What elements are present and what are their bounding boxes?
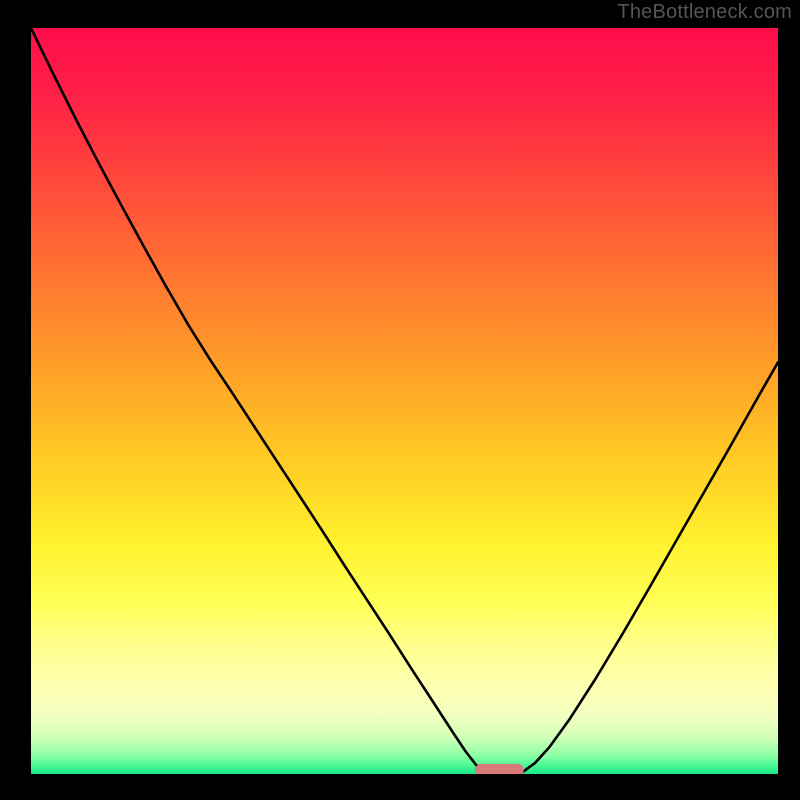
optimum-marker bbox=[475, 764, 524, 774]
chart-svg bbox=[31, 28, 778, 774]
plot-area bbox=[31, 28, 778, 774]
watermark-text: TheBottleneck.com bbox=[617, 1, 792, 24]
chart-stage: TheBottleneck.com bbox=[0, 0, 800, 800]
chart-background bbox=[31, 28, 778, 774]
